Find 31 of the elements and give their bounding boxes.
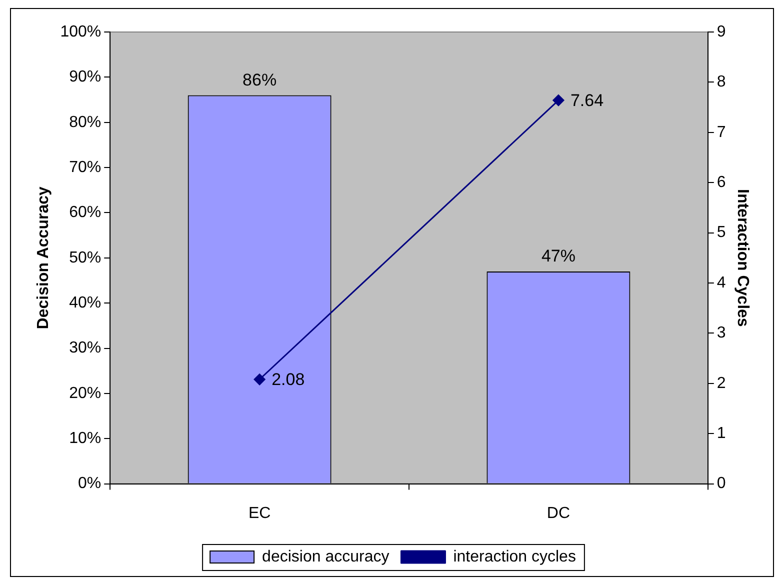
legend-label: interaction cycles — [453, 548, 576, 566]
y-tick-label: 90% — [69, 68, 102, 86]
y-axis-title: Decision Accuracy — [35, 186, 52, 330]
y-tick-label: 0% — [78, 475, 102, 492]
y-tick-label: 10% — [69, 430, 102, 448]
y-tick-label: 20% — [69, 384, 102, 402]
y2-tick-label: 0 — [716, 475, 726, 492]
y-tick-label: 80% — [69, 114, 102, 131]
data-label: 2.08 — [272, 370, 305, 390]
y2-tick-label: 3 — [716, 324, 726, 342]
y2-tick-label: 9 — [716, 23, 726, 40]
y-tick-label: 100% — [60, 23, 102, 40]
y2-tick-label: 7 — [716, 124, 726, 141]
y-tick-label: 40% — [69, 294, 102, 312]
y-tick-label: 50% — [69, 249, 102, 266]
y2-tick-label: 5 — [716, 224, 726, 242]
y-tick-label: 30% — [69, 340, 102, 357]
data-label: 7.64 — [570, 90, 604, 110]
y2-tick-label: 2 — [716, 374, 726, 392]
y2-tick-label: 6 — [716, 174, 726, 192]
y-tick-label: 70% — [69, 158, 102, 176]
y2-tick-label: 1 — [716, 425, 726, 442]
y-tick-label: 60% — [69, 204, 102, 222]
x-tick-label: DC — [546, 504, 570, 522]
data-label: 47% — [541, 246, 576, 266]
y2-axis-title: Interaction Cycles — [734, 188, 751, 327]
data-label: 86% — [242, 70, 277, 90]
x-tick-label: EC — [248, 504, 271, 522]
legend-label: decision accuracy — [262, 548, 390, 566]
y2-tick-label: 4 — [716, 274, 726, 292]
y2-tick-label: 8 — [716, 74, 726, 91]
